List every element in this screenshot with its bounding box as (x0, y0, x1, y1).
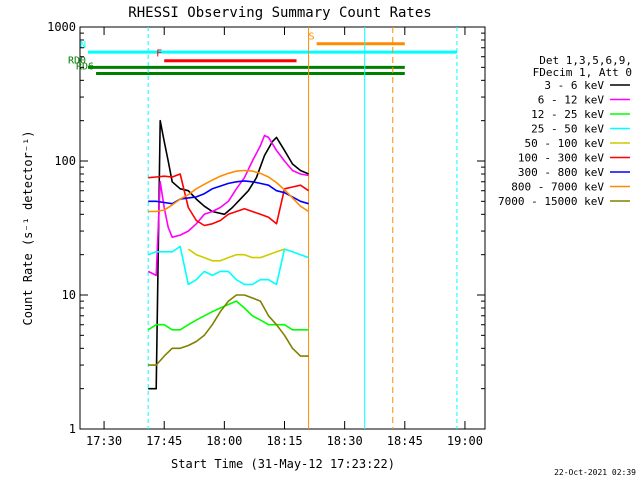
chart-title: RHESSI Observing Summary Count Rates (128, 5, 431, 21)
legend-header: Det 1,3,5,6,9, (539, 54, 632, 67)
plot-frame (79, 26, 486, 430)
y-tick-label: 1000 (47, 20, 76, 34)
x-tick-label: 17:30 (86, 434, 122, 448)
status-label-n: N (80, 40, 86, 51)
legend-header: FDecim 1, Att 0 (533, 66, 632, 79)
legend-entry: 6 - 12 keV (538, 94, 605, 107)
legend-entry: 50 - 100 keV (525, 137, 605, 150)
series-line (147, 245, 309, 286)
status-label-rd6: RD6 (76, 61, 94, 72)
x-tick-label: 18:30 (327, 434, 363, 448)
series-line (187, 248, 285, 262)
legend-entry: 7000 - 15000 keV (498, 195, 604, 208)
series-line (148, 294, 309, 366)
legend-entry: 12 - 25 keV (531, 108, 604, 121)
axes: 17:30 17:45 18:00 18:15 18:30 18:45 19:00 1 10 10… (47, 20, 485, 448)
x-tick-label: 18:15 (266, 434, 302, 448)
y-tick-label: 100 (54, 154, 76, 168)
y-axis-label: Count Rate (s⁻¹ detector⁻¹) (21, 130, 35, 325)
series-line (148, 173, 310, 227)
series-line (147, 300, 309, 331)
legend: Det 1,3,5,6,9,FDecim 1, Att 03 - 6 keV 6 … (498, 54, 632, 208)
legend-entry: 25 - 50 keV (531, 123, 604, 136)
status-label-rd0: RD0 (68, 55, 86, 66)
legend-entry: 800 - 7000 keV (511, 181, 604, 194)
series-line (148, 119, 309, 390)
status-label-s: S (309, 32, 315, 43)
x-tick-label: 18:45 (387, 434, 423, 448)
y-tick-label: 1 (69, 422, 76, 436)
x-tick-label: 19:00 (447, 434, 483, 448)
y-tick-label: 10 (62, 288, 76, 302)
status-label-f: F (156, 49, 162, 60)
timestamp: 22-Oct-2021 02:39 (554, 468, 636, 477)
series-line (147, 134, 309, 277)
legend-entry: 300 - 800 keV (518, 166, 604, 179)
x-axis-label: Start Time (31-May-12 17:23:22) (171, 457, 395, 471)
x-tick-label: 17:45 (146, 434, 182, 448)
legend-entry: 3 - 6 keV (544, 79, 604, 92)
series-lines (147, 119, 310, 390)
legend-entry: 100 - 300 keV (518, 152, 604, 165)
series-line (148, 169, 310, 213)
x-tick-label: 18:00 (206, 434, 242, 448)
